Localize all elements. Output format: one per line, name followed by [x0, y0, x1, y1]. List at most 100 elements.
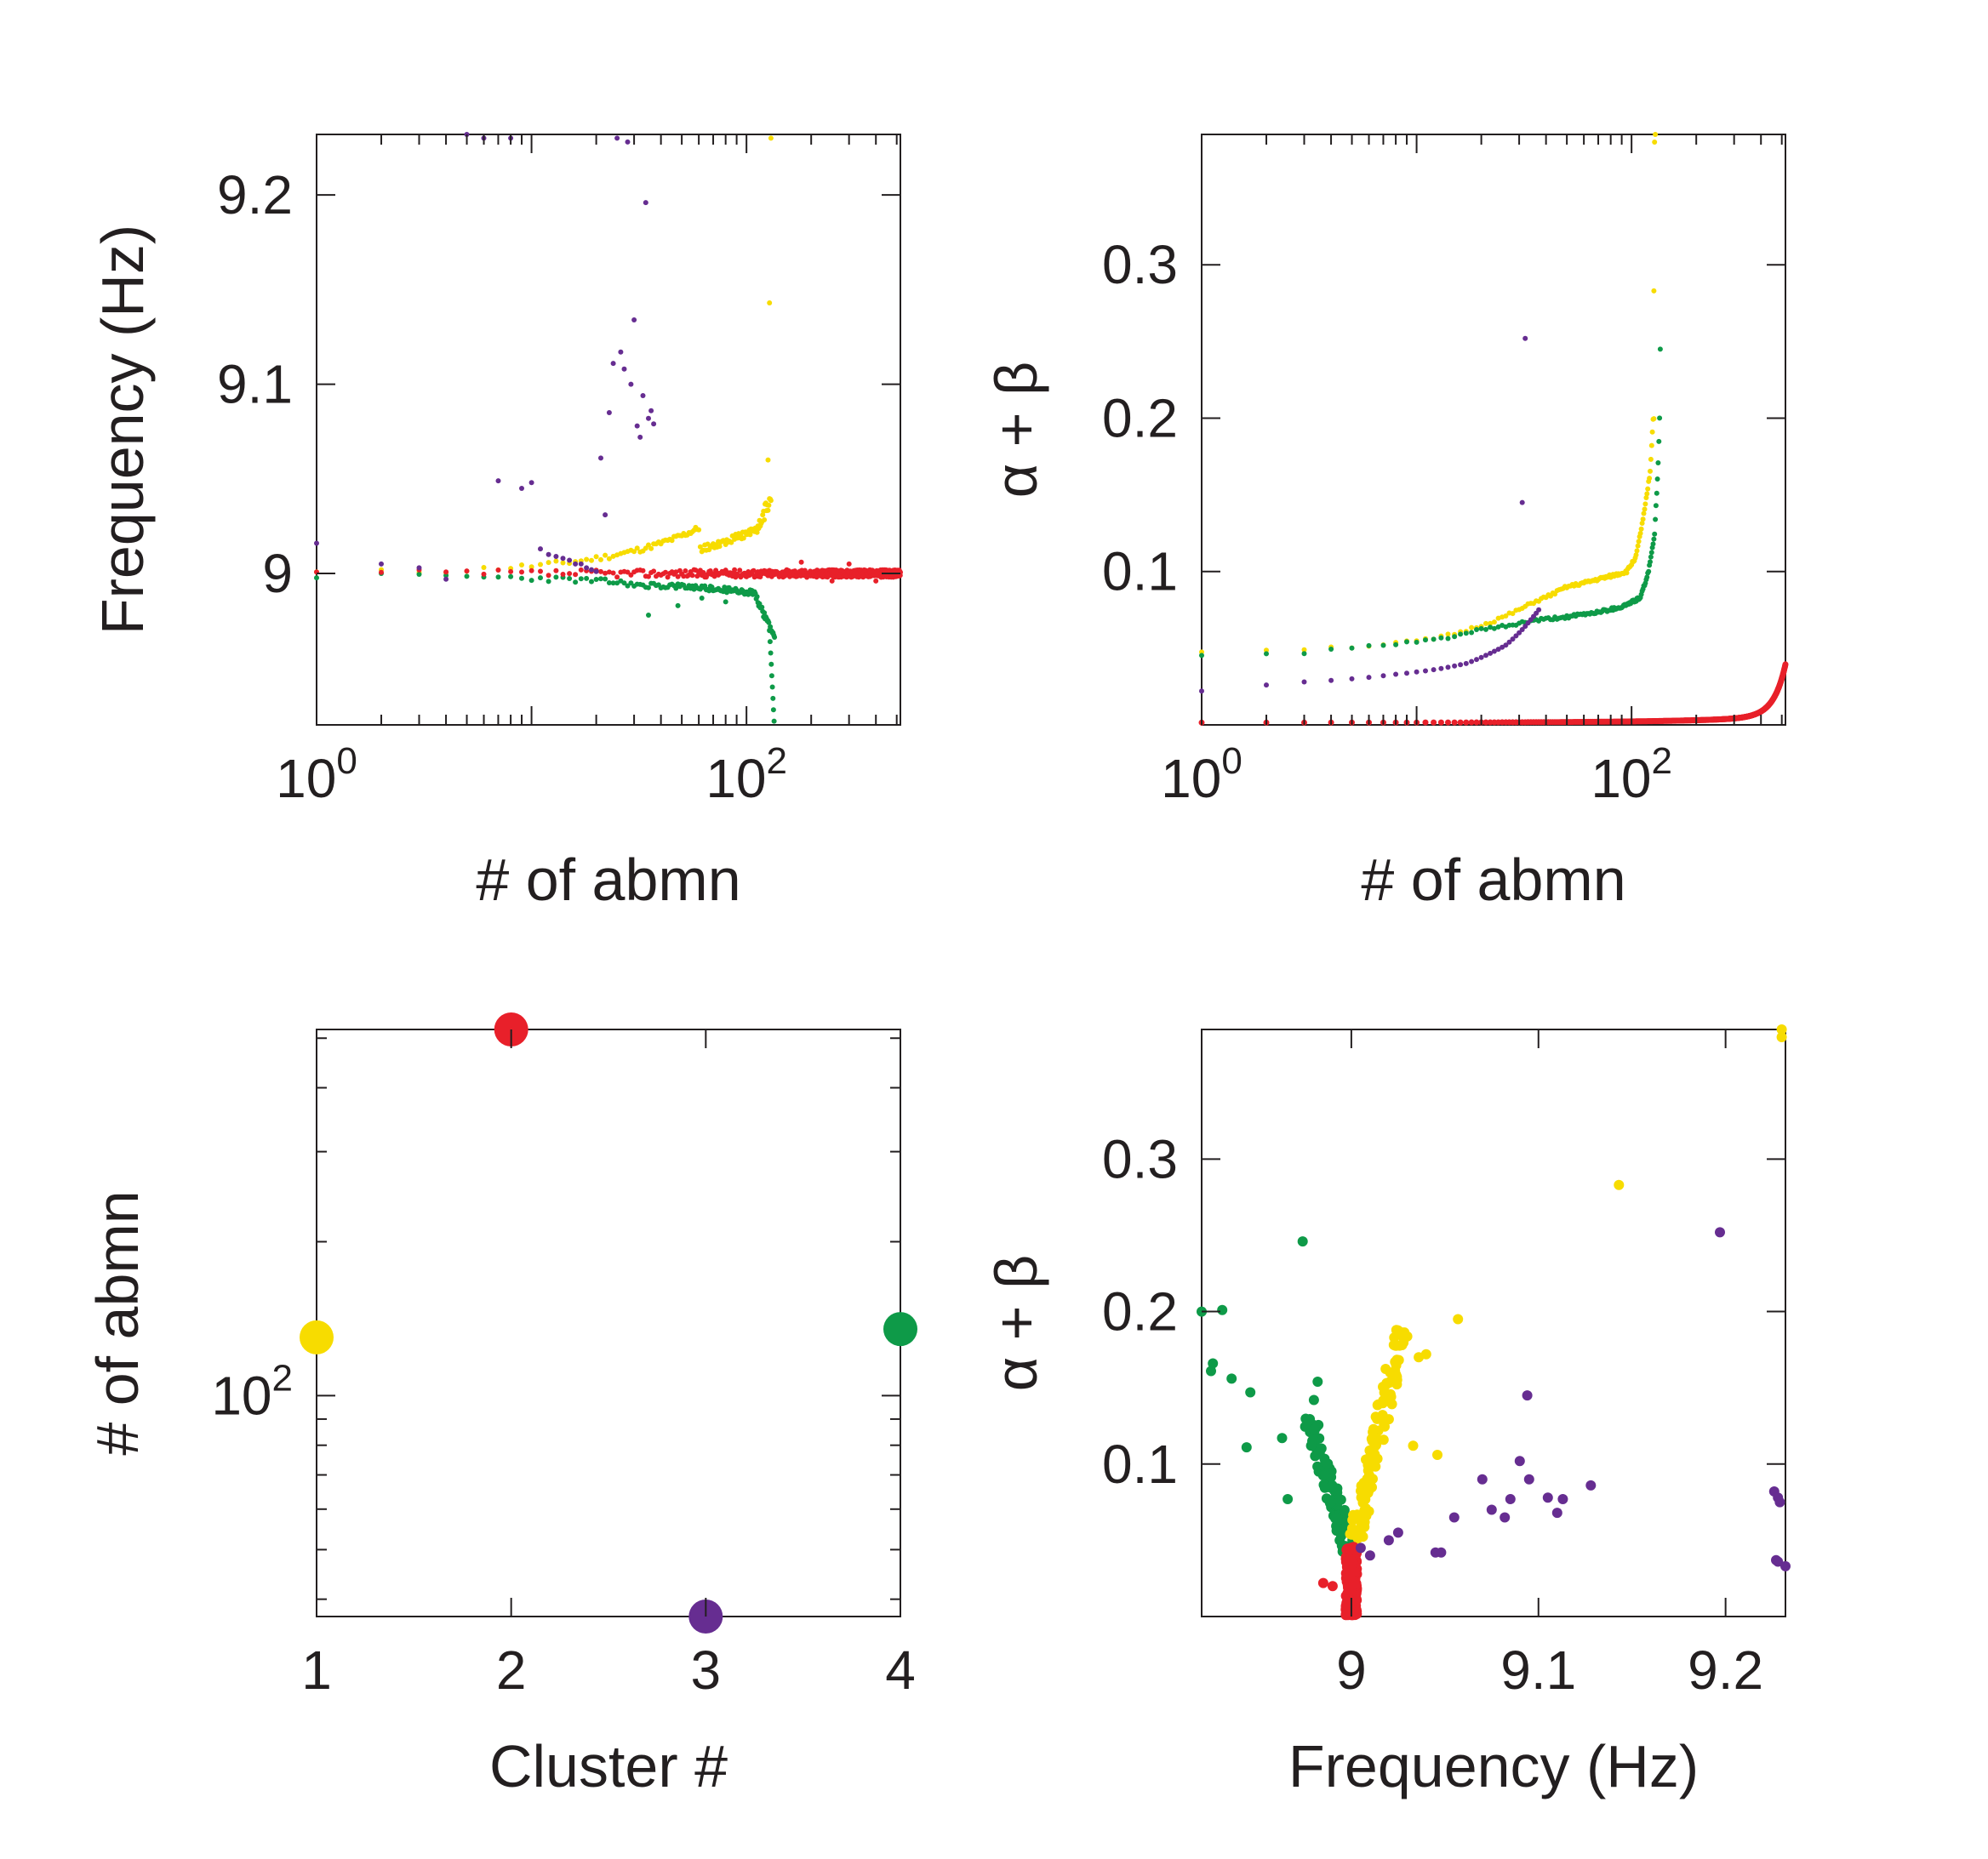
data-point	[560, 560, 566, 566]
series-red	[1198, 661, 1789, 726]
data-point	[603, 512, 608, 518]
data-point	[625, 139, 631, 145]
data-point	[1452, 634, 1458, 640]
data-point	[567, 576, 573, 581]
data-point	[495, 567, 501, 573]
data-point	[646, 415, 651, 421]
data-point	[1642, 501, 1648, 507]
data-point	[702, 583, 708, 589]
data-point	[379, 561, 384, 567]
data-point	[1557, 1494, 1568, 1504]
data-point	[1536, 607, 1542, 613]
data-point	[621, 366, 627, 372]
data-point	[578, 576, 584, 582]
data-point	[699, 596, 705, 601]
data-point	[416, 572, 422, 577]
data-point	[1517, 630, 1522, 636]
data-point	[519, 569, 524, 575]
plot-marks	[300, 1012, 917, 1634]
data-point	[614, 574, 620, 580]
y-axis-label: α + β	[983, 1255, 1049, 1392]
data-point	[1264, 682, 1269, 688]
data-point	[1648, 468, 1653, 474]
x-tick-label: 100	[276, 740, 357, 809]
data-point	[593, 554, 599, 560]
data-point	[1397, 1340, 1408, 1350]
data-point	[1637, 530, 1643, 536]
data-point	[1206, 1366, 1216, 1377]
data-point	[1640, 516, 1646, 522]
data-point	[772, 635, 778, 640]
data-point	[1452, 663, 1458, 669]
data-point	[1654, 490, 1660, 496]
data-point	[481, 565, 487, 570]
data-point	[1657, 346, 1663, 352]
data-point	[1199, 653, 1204, 659]
data-point	[648, 408, 654, 413]
data-point	[1277, 1433, 1288, 1444]
y-tick-label: 0.2	[1102, 1281, 1178, 1343]
data-point	[1487, 719, 1494, 726]
data-point	[1654, 476, 1660, 482]
data-point	[1438, 665, 1444, 671]
data-point	[1384, 1377, 1395, 1389]
data-point	[495, 574, 501, 580]
plot-marks	[314, 132, 903, 724]
data-point	[754, 594, 760, 600]
data-point	[1469, 624, 1475, 630]
panel-frequency-vs-abmn: 100 102 9 9.1 9.2 # of abmn Frequency (Hz)	[89, 132, 903, 913]
data-point	[673, 585, 679, 591]
data-point	[767, 639, 773, 645]
data-point	[634, 545, 640, 551]
x-tick-label: 3	[691, 1639, 722, 1701]
data-point	[1458, 631, 1464, 637]
data-point	[598, 556, 603, 562]
series-green	[1197, 1236, 1362, 1560]
data-point	[1366, 642, 1372, 648]
data-point	[573, 572, 579, 578]
data-point	[614, 580, 620, 586]
data-point	[1624, 570, 1630, 576]
y-axis-label: # of abmn	[84, 1190, 151, 1455]
data-point	[610, 361, 616, 367]
data-point	[1345, 1544, 1356, 1555]
data-point	[1638, 526, 1644, 532]
data-point	[1642, 506, 1648, 512]
data-point	[1422, 719, 1429, 726]
axis-ticks: 1 2 3 4 102	[211, 1029, 916, 1701]
data-point	[1336, 1531, 1346, 1542]
data-point	[1308, 1434, 1318, 1445]
data-point	[628, 572, 634, 578]
data-point	[1380, 1421, 1390, 1432]
data-point	[768, 498, 774, 504]
data-point	[1445, 636, 1451, 642]
data-point	[606, 569, 612, 575]
data-point	[1349, 676, 1355, 681]
data-point	[589, 579, 594, 585]
data-point	[1643, 495, 1649, 500]
data-point	[1328, 677, 1334, 683]
data-point	[628, 381, 634, 387]
data-point	[553, 574, 559, 580]
data-point	[546, 573, 551, 579]
series-purple	[1355, 1227, 1791, 1571]
data-point	[1445, 719, 1451, 726]
y-tick-label: 0.1	[1102, 1434, 1178, 1495]
data-point	[1319, 1482, 1330, 1493]
data-point	[618, 349, 624, 355]
data-point	[416, 565, 422, 571]
data-point	[1491, 619, 1497, 625]
data-point	[1519, 627, 1525, 632]
data-point	[1370, 1411, 1381, 1423]
data-point	[560, 572, 566, 577]
data-point	[1339, 1504, 1350, 1515]
data-point	[614, 135, 620, 141]
data-point	[1366, 675, 1372, 681]
data-point	[646, 585, 651, 590]
data-point	[538, 568, 543, 574]
data-point	[1445, 664, 1451, 670]
data-point	[598, 576, 603, 582]
x-tick-label: 4	[885, 1639, 916, 1701]
data-point	[1367, 1482, 1377, 1493]
data-point	[603, 552, 608, 558]
